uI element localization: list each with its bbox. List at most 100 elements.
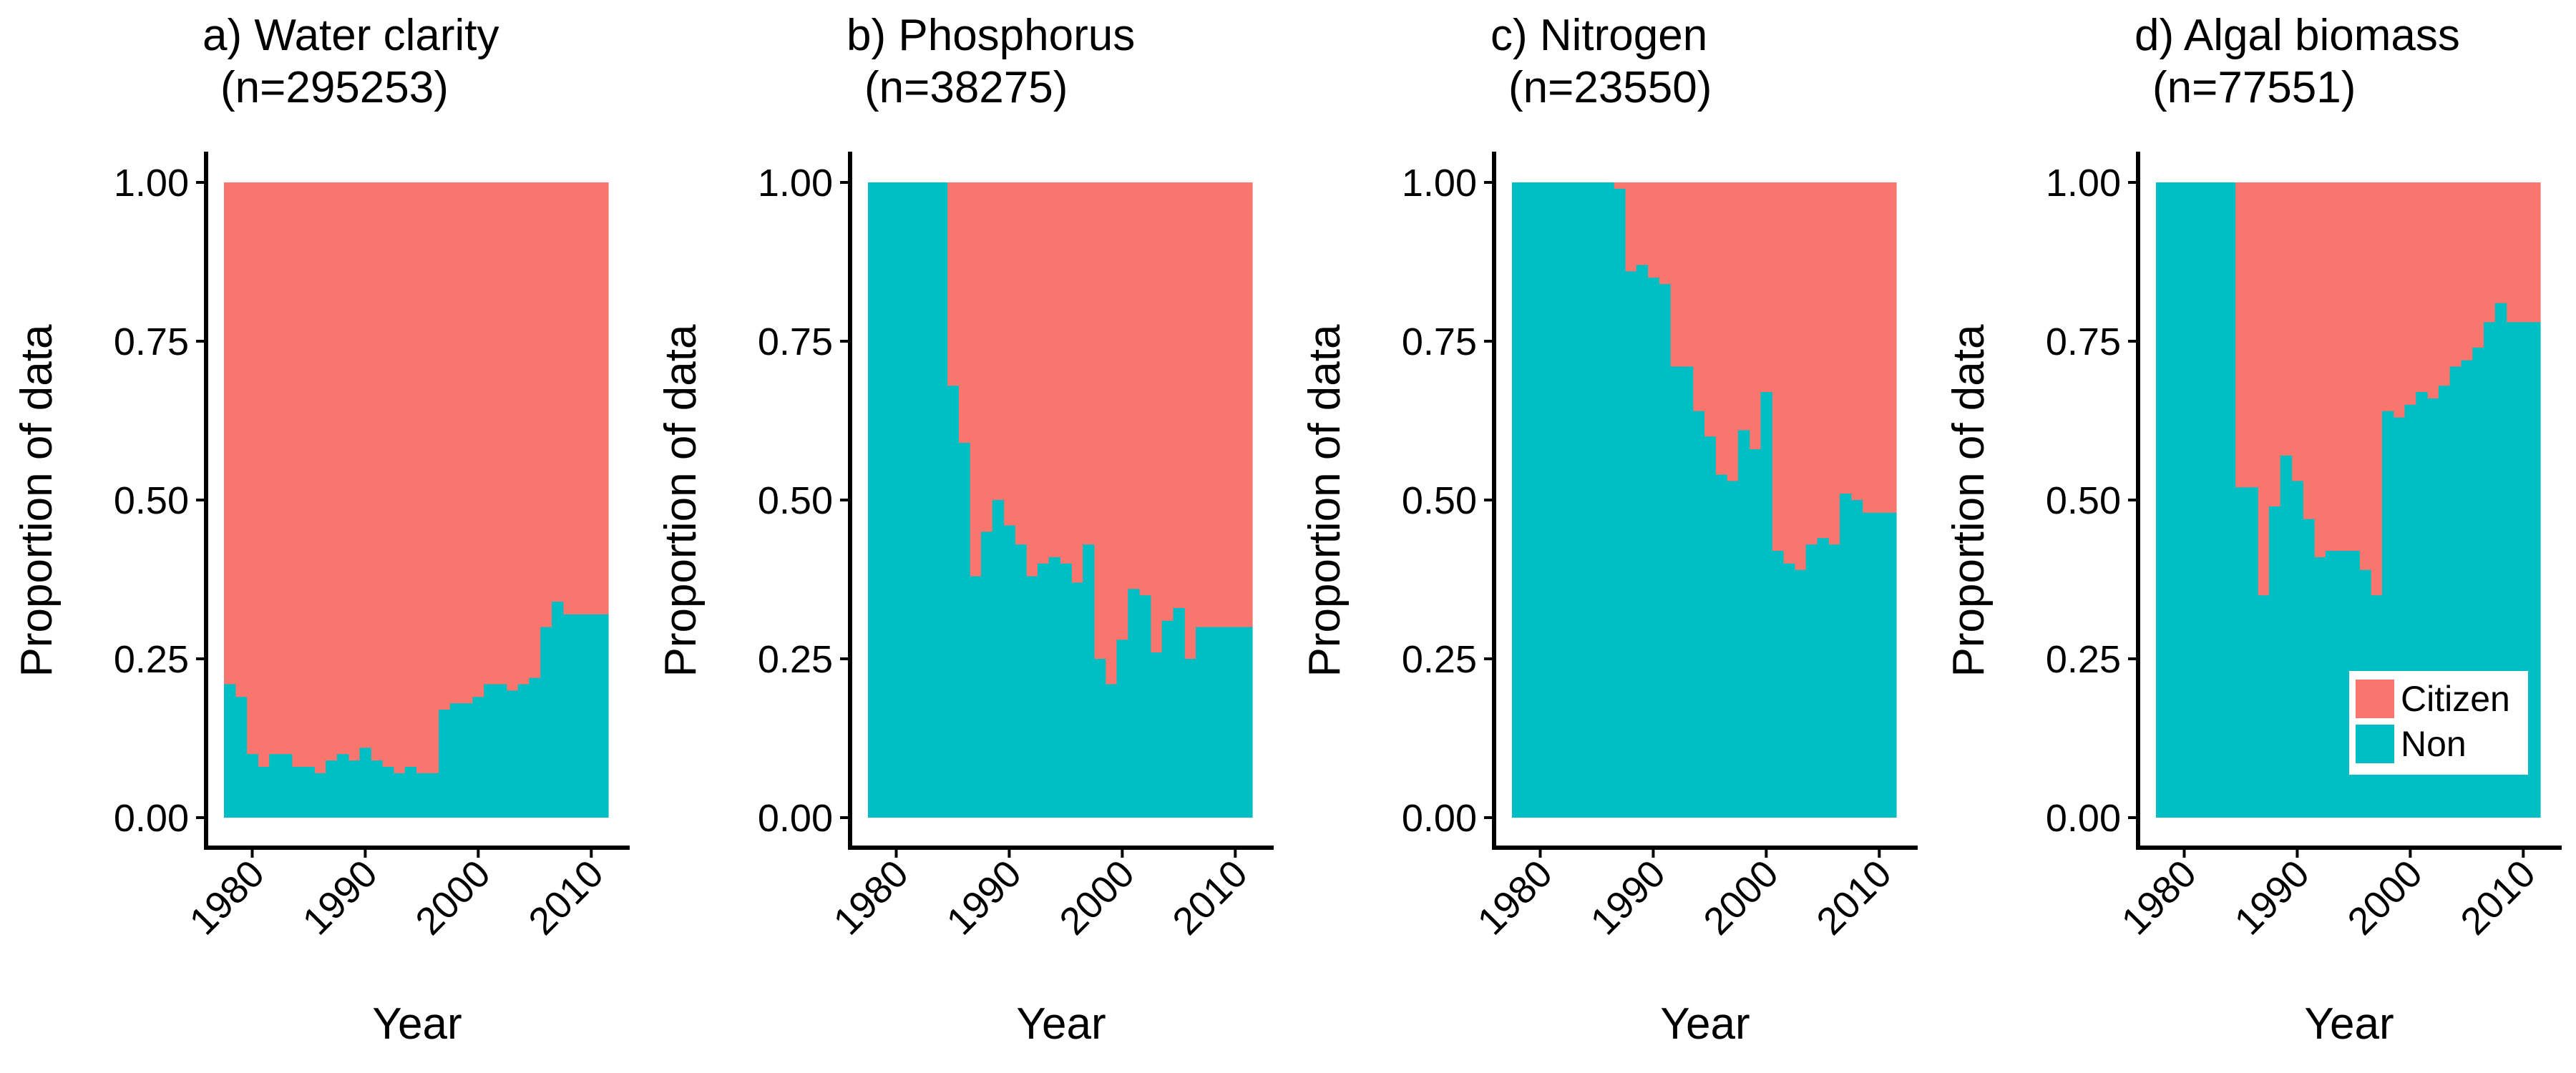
bar-citizen-2009	[574, 182, 587, 615]
bar-citizen-1999	[461, 182, 474, 704]
bar-citizen-2010	[585, 182, 597, 615]
bar-citizen-1989	[992, 182, 1005, 501]
bar-citizen-2001	[1128, 182, 1140, 589]
x-tick-label: 1980	[1470, 852, 1561, 943]
bar-citizen-1986	[2246, 182, 2258, 488]
bar-citizen-2009	[1862, 182, 1875, 514]
bar-non-1992	[1670, 366, 1682, 818]
bar-citizen-1997	[1083, 182, 1095, 545]
bar-non-1994	[1692, 411, 1705, 818]
bar-citizen-1997	[439, 182, 451, 710]
x-tick-label: 1980	[182, 852, 273, 943]
bar-citizen-2005	[529, 182, 541, 679]
bar-non-1992	[2314, 557, 2326, 818]
bar-non-1981	[258, 766, 270, 818]
bar-citizen-1996	[1715, 182, 1727, 476]
bar-citizen-2011	[2529, 182, 2541, 323]
x-tick-label: 1980	[2114, 852, 2205, 943]
bar-citizen-1988	[1624, 182, 1637, 272]
bar-non-1985	[1591, 182, 1603, 818]
bar-citizen-1984	[291, 182, 304, 768]
bar-citizen-2006	[1828, 182, 1840, 545]
bar-citizen-1980	[246, 182, 258, 755]
bar-citizen-2006	[540, 182, 552, 628]
y-axis-title: Proportion of data	[1300, 324, 1350, 677]
bar-non-1982	[2201, 182, 2213, 818]
bar-non-1998	[1093, 659, 1106, 818]
x-tick-label: 1990	[939, 852, 1030, 943]
bar-citizen-2005	[1173, 182, 1185, 609]
bar-non-1991	[2303, 519, 2315, 818]
bar-citizen-2004	[517, 182, 530, 685]
bar-citizen-2000	[2404, 182, 2416, 406]
bar-citizen-1986	[314, 182, 326, 774]
y-tick-label: 1.00	[2046, 162, 2121, 205]
bar-citizen-2002	[1139, 182, 1151, 596]
bar-non-1987	[326, 760, 338, 818]
legend-swatch-citizen	[2356, 680, 2394, 718]
bar-non-1995	[1060, 563, 1072, 818]
bar-non-1992	[1026, 576, 1038, 818]
bar-citizen-1990	[1647, 182, 1659, 278]
bar-non-2009	[574, 614, 587, 818]
y-tick-label: 0.25	[2046, 638, 2121, 681]
bar-non-2007	[1840, 494, 1852, 818]
bar-citizen-1996	[427, 182, 439, 774]
bar-non-1989	[2280, 455, 2293, 818]
bar-non-2000	[1760, 392, 1772, 818]
bar-citizen-2010	[2517, 182, 2529, 323]
y-tick-label: 1.00	[1402, 162, 1477, 205]
bar-non-1985	[303, 766, 315, 818]
bar-non-1986	[958, 443, 970, 818]
bar-non-1997	[1083, 544, 1095, 818]
bar-non-1997	[1727, 481, 1739, 818]
bar-citizen-1998	[2381, 182, 2394, 412]
bar-non-1990	[1003, 525, 1015, 818]
x-tick-label: 2000	[1051, 852, 1142, 943]
series-non	[2156, 182, 2541, 818]
bar-non-1980	[890, 182, 902, 818]
legend: Citizen Non	[2349, 671, 2528, 775]
x-tick-label: 1990	[295, 852, 386, 943]
bar-non-1996	[427, 773, 439, 818]
bar-citizen-1991	[2303, 182, 2315, 520]
bar-non-1987	[970, 576, 982, 818]
bar-non-1988	[980, 531, 993, 818]
panel-c: 0.00 0.25 0.50 0.75 1.00 1980 1990 2000 2010 Year…	[1300, 11, 1918, 1049]
x-axis-title: Year	[2304, 999, 2394, 1049]
bar-non-2007	[552, 602, 564, 818]
bar-non-1990	[359, 748, 371, 818]
bar-non-1994	[1048, 557, 1061, 818]
bar-citizen-1993	[2325, 182, 2338, 552]
bar-non-1990	[1647, 278, 1659, 818]
x-tick-label: 1980	[826, 852, 917, 943]
bar-non-2001	[1128, 589, 1140, 818]
bar-non-2002	[1139, 595, 1151, 818]
panel-title: a) Water clarity	[203, 11, 499, 60]
series-non	[224, 602, 609, 818]
bar-non-1986	[1602, 182, 1614, 818]
x-tick-label: 2000	[1695, 852, 1786, 943]
bar-citizen-2010	[1229, 182, 1241, 628]
bar-non-1979	[879, 182, 892, 818]
bar-non-1994	[404, 766, 417, 818]
panel-title: b) Phosphorus	[847, 11, 1135, 60]
bar-non-1993	[393, 773, 406, 818]
bar-citizen-1982	[269, 182, 281, 755]
bar-citizen-2006	[1184, 182, 1196, 660]
bar-non-2007	[1196, 627, 1208, 818]
y-tick-label: 1.00	[114, 162, 189, 205]
bar-non-1998	[449, 703, 462, 818]
bar-non-1990	[2291, 481, 2303, 818]
bar-citizen-2007	[552, 182, 564, 602]
bar-non-1983	[280, 754, 293, 818]
bar-non-1978	[2156, 182, 2168, 818]
bar-citizen-1991	[1015, 182, 1027, 545]
bar-citizen-1981	[258, 182, 270, 768]
bar-non-1988	[336, 754, 349, 818]
bar-non-1984	[291, 766, 304, 818]
bar-citizen-2007	[1840, 182, 1852, 494]
bar-non-1996	[1715, 474, 1727, 818]
bar-citizen-1991	[371, 182, 383, 761]
